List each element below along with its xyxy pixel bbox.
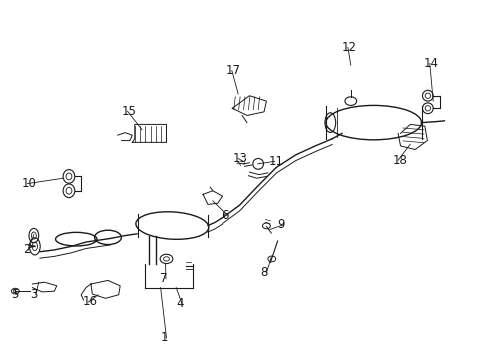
Text: 16: 16 bbox=[82, 296, 98, 309]
Text: 1: 1 bbox=[160, 331, 168, 344]
Text: 13: 13 bbox=[232, 152, 246, 165]
Text: 8: 8 bbox=[260, 266, 267, 279]
Text: 12: 12 bbox=[341, 41, 356, 54]
Text: 15: 15 bbox=[122, 105, 136, 118]
Text: 5: 5 bbox=[11, 288, 19, 301]
Text: 10: 10 bbox=[21, 177, 37, 190]
Text: 3: 3 bbox=[30, 288, 37, 301]
Text: 4: 4 bbox=[176, 297, 183, 310]
Text: 9: 9 bbox=[277, 218, 285, 231]
Text: 7: 7 bbox=[160, 272, 167, 285]
Text: 11: 11 bbox=[268, 155, 284, 168]
Text: 17: 17 bbox=[225, 64, 241, 77]
Text: 18: 18 bbox=[391, 154, 407, 167]
Text: 2: 2 bbox=[22, 243, 30, 256]
Text: 14: 14 bbox=[423, 57, 438, 70]
Text: 6: 6 bbox=[221, 209, 228, 222]
